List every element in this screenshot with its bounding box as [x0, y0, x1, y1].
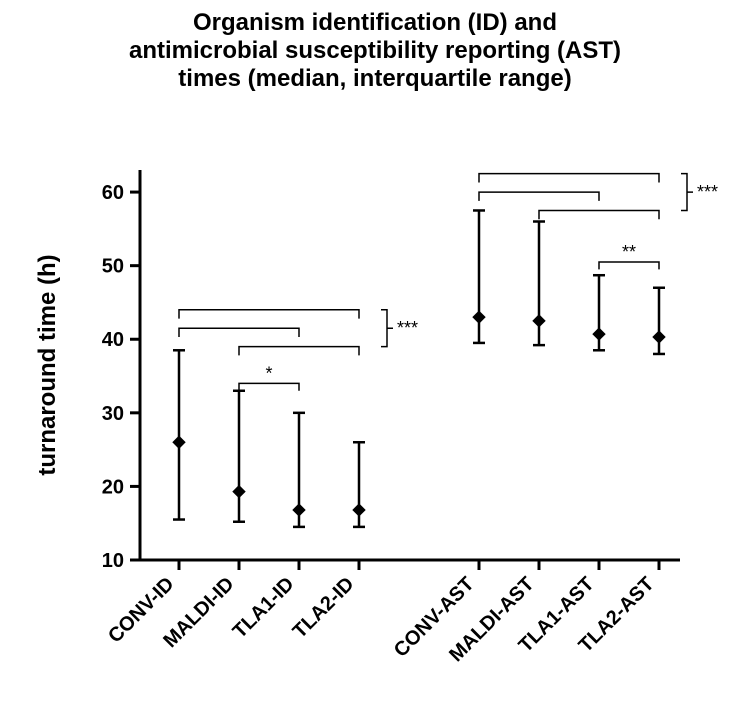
data-marker [653, 331, 665, 343]
significance-bracket [239, 347, 359, 356]
y-tick-label: 40 [102, 329, 124, 351]
significance-bracket [179, 310, 359, 319]
data-marker [293, 504, 305, 516]
data-marker [473, 311, 485, 323]
significance-bracket [479, 174, 659, 183]
significance-label: ** [622, 242, 636, 262]
y-tick-label: 60 [102, 182, 124, 204]
significance-bracket [539, 210, 659, 219]
data-marker [593, 328, 605, 340]
significance-bracket [599, 262, 659, 269]
y-tick-label: 10 [102, 550, 124, 572]
significance-side-brace [681, 174, 693, 211]
significance-label: *** [397, 318, 418, 338]
y-axis-label: turnaround time (h) [34, 254, 61, 475]
data-marker [353, 504, 365, 516]
significance-bracket [239, 383, 299, 390]
significance-bracket [479, 192, 599, 201]
significance-label: * [265, 363, 272, 383]
significance-side-brace [381, 310, 393, 347]
data-marker [173, 436, 185, 448]
chart-title-line: times (median, interquartile range) [178, 65, 571, 92]
x-tick-label: TLA2-ID [289, 573, 359, 643]
data-marker [533, 315, 545, 327]
chart-title-line: Organism identification (ID) and [193, 9, 557, 36]
significance-label: *** [697, 182, 718, 202]
significance-bracket [179, 328, 299, 337]
x-tick-label: TLA1-ID [229, 573, 299, 643]
y-tick-label: 20 [102, 476, 124, 498]
data-marker [233, 486, 245, 498]
y-tick-label: 50 [102, 256, 124, 278]
y-tick-label: 30 [102, 403, 124, 425]
chart-title-line: antimicrobial susceptibility reporting (… [129, 37, 621, 64]
